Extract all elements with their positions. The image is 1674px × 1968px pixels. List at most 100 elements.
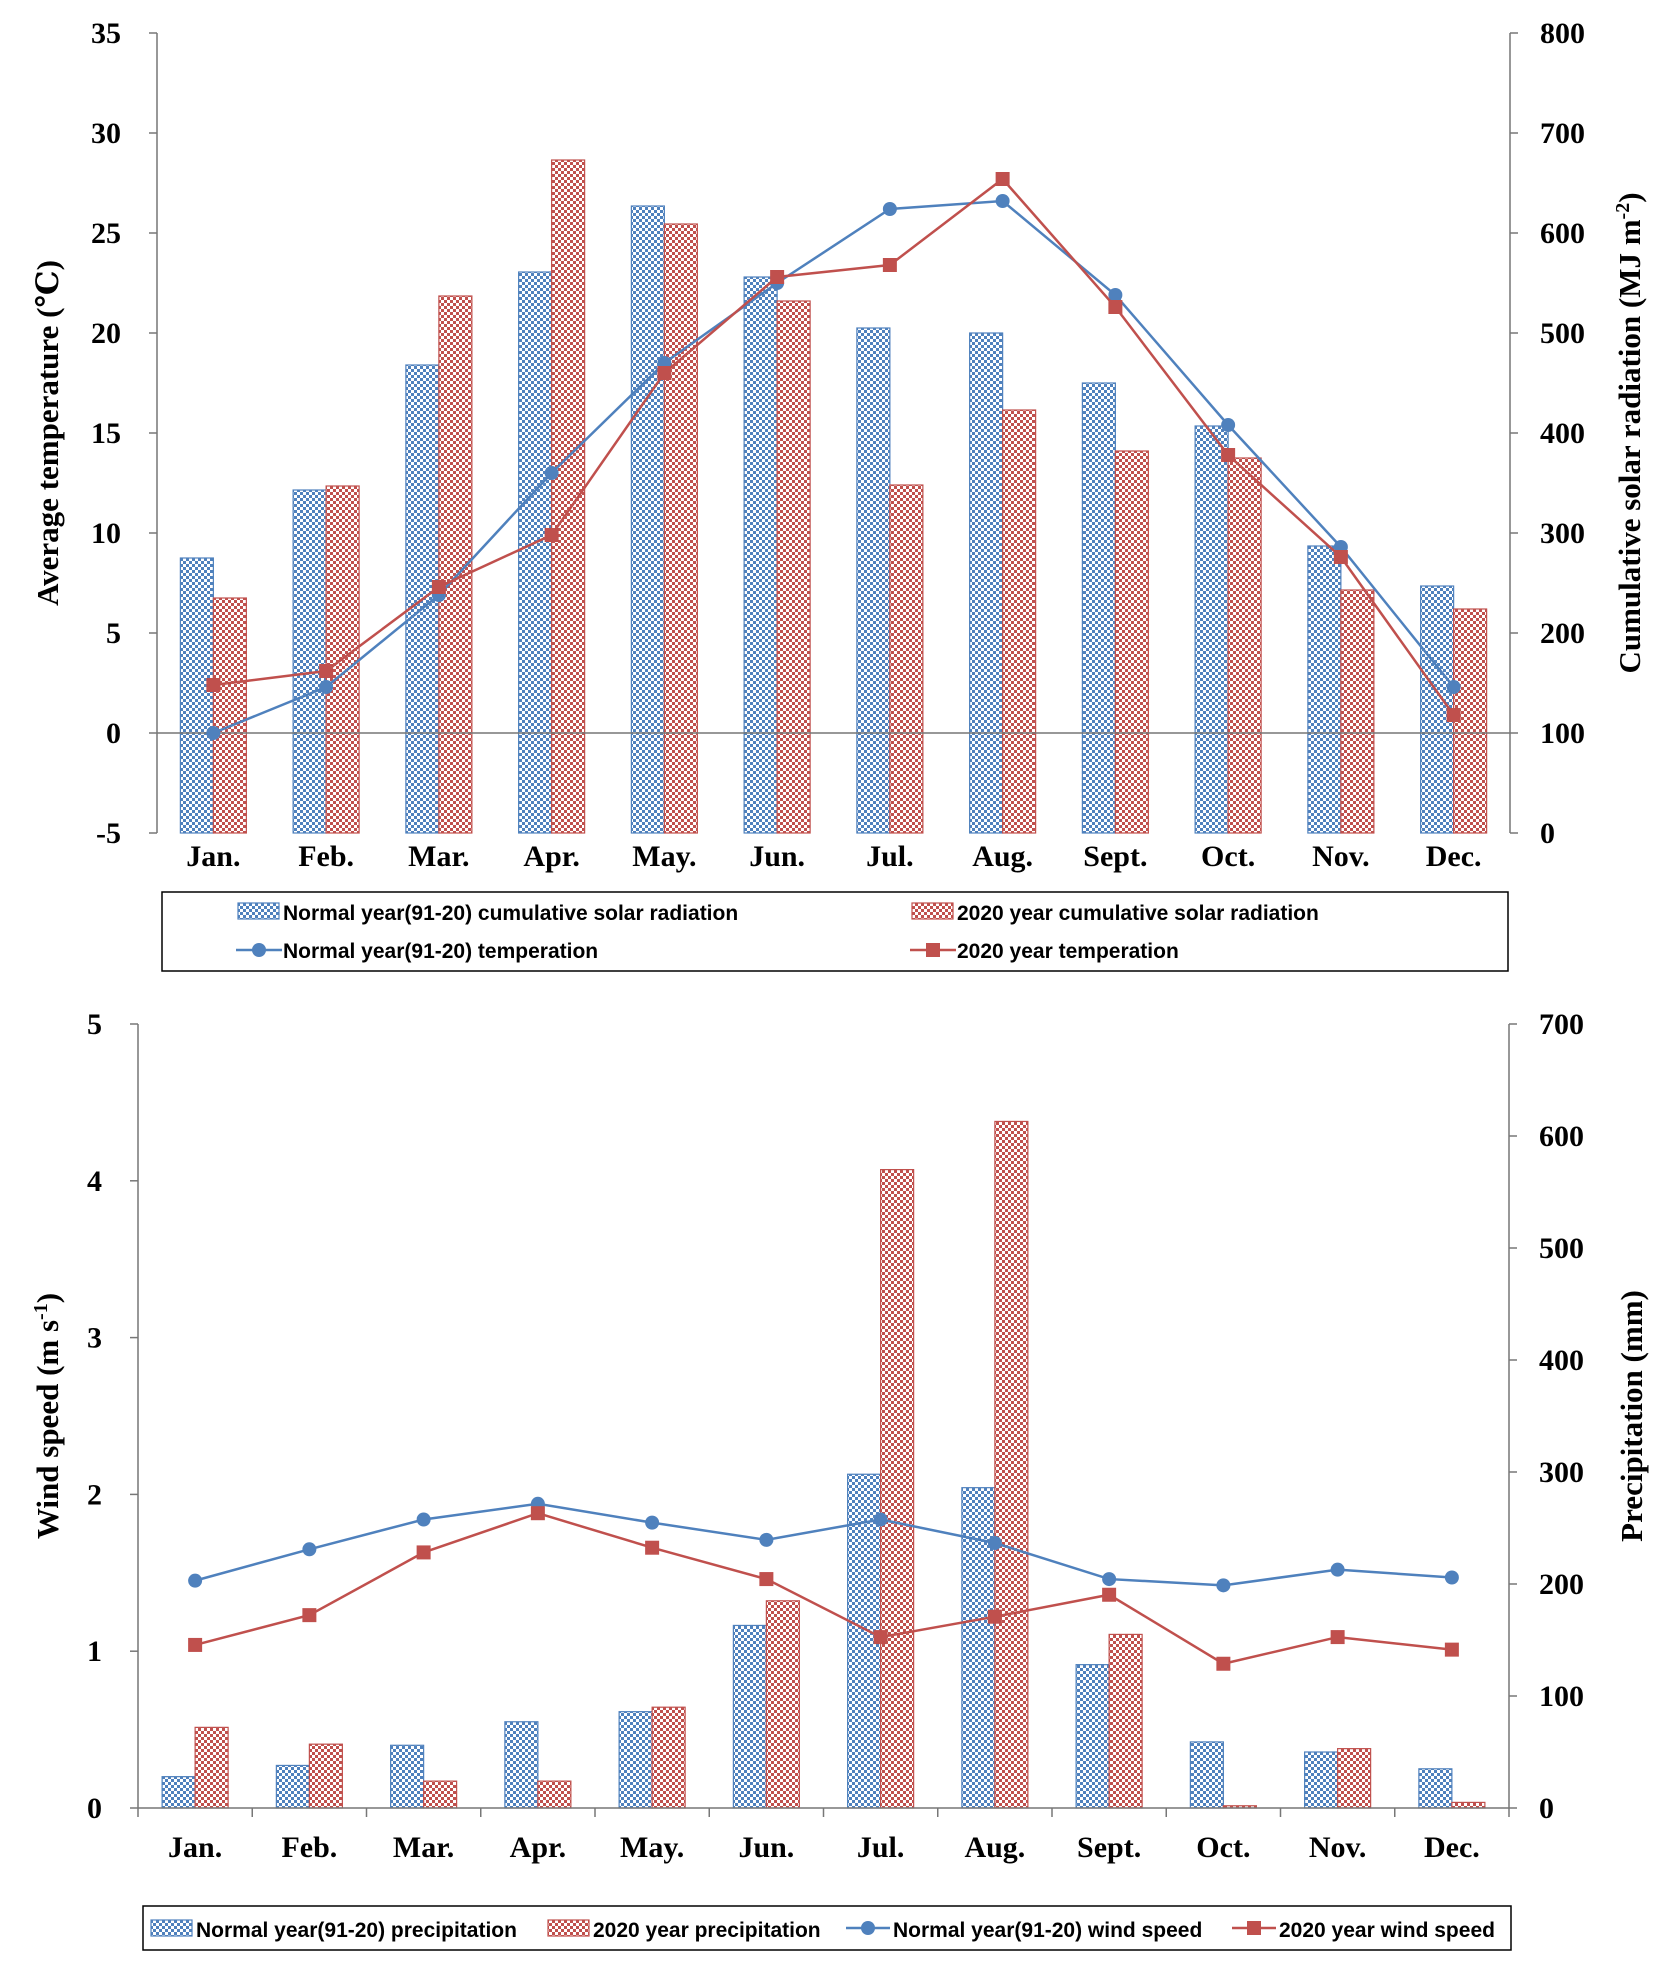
y2020-bar-6 <box>880 1168 915 1809</box>
normal-bar-1 <box>292 489 327 834</box>
svg-text:Normal year(91-20) precipitati: Normal year(91-20) precipitation <box>196 1919 517 1942</box>
normal-line-point-3 <box>544 466 559 480</box>
right-tick-label: 700 <box>1540 117 1585 150</box>
normal-bar-7 <box>969 332 1004 834</box>
y-axis-title-left: Average temperature (℃) <box>30 260 65 606</box>
y2020-bar-3 <box>537 1780 572 1809</box>
normal-bar-3 <box>518 271 553 834</box>
normal-line-point-9 <box>1221 418 1236 432</box>
category-label: Oct. <box>1201 840 1255 873</box>
right-tick-label: 600 <box>1539 1120 1584 1153</box>
normal-bar-9 <box>1189 1741 1224 1809</box>
category-label: Nov. <box>1312 840 1370 873</box>
y2020-bar-5 <box>776 300 811 834</box>
normal-line-point-9 <box>1216 1578 1231 1593</box>
category-label: Sept. <box>1077 1831 1141 1864</box>
y2020-line-point-8 <box>1102 1587 1117 1602</box>
y2020-bar-11 <box>1451 1801 1486 1809</box>
left-tick-label: 35 <box>91 17 121 50</box>
category-label: Aug. <box>964 1831 1025 1864</box>
y2020-line-point-5 <box>759 1572 774 1587</box>
left-tick-label: 5 <box>87 1008 102 1041</box>
normal-bar-9 <box>1194 425 1229 834</box>
y2020-line-point-11 <box>1446 708 1461 722</box>
right-tick-label: 0 <box>1540 817 1555 850</box>
right-tick-label: 200 <box>1539 1568 1584 1601</box>
y2020-bar-8 <box>1114 450 1149 834</box>
y2020-bar-10 <box>1340 589 1375 834</box>
right-tick-label: 100 <box>1539 1680 1584 1713</box>
normal-line-point-0 <box>188 1573 203 1588</box>
normal-bar-0 <box>161 1776 196 1809</box>
left-tick-label: 1 <box>87 1635 102 1668</box>
normal-line-point-5 <box>759 1532 774 1547</box>
y2020-bar-9 <box>1227 457 1262 834</box>
left-tick-label: 0 <box>87 1792 102 1825</box>
y2020-bar-8 <box>1108 1633 1143 1809</box>
legend-top: Normal year(91-20) cumulative solar radi… <box>161 891 1509 972</box>
y2020-line-point-0 <box>206 678 221 692</box>
right-tick-label: 400 <box>1539 1344 1584 1377</box>
normal-line-point-8 <box>1102 1572 1117 1587</box>
left-tick-label: 10 <box>91 517 121 550</box>
legend-item-normal-precip: Normal year(91-20) precipitation <box>150 1919 517 1942</box>
normal-bar-8 <box>1081 382 1116 834</box>
y2020-line-point-7 <box>987 1609 1002 1624</box>
category-label: Jun. <box>738 1831 794 1864</box>
right-tick-label: 500 <box>1539 1232 1584 1265</box>
category-label: May. <box>632 840 696 873</box>
y2020-line-point-3 <box>530 1506 545 1521</box>
y2020-line-point-2 <box>416 1545 431 1560</box>
svg-text:2020 year wind speed: 2020 year wind speed <box>1279 1919 1495 1942</box>
category-label: Jan. <box>168 1831 222 1864</box>
legend-item-normal-temp: Normal year(91-20) temperation <box>236 940 598 963</box>
category-label: Feb. <box>281 1831 337 1864</box>
y2020-line-point-9 <box>1216 1656 1231 1671</box>
normal-bar-8 <box>1075 1664 1110 1809</box>
normal-bar-10 <box>1304 1751 1339 1809</box>
right-tick-label: 200 <box>1540 617 1585 650</box>
normal-line-point-11 <box>1446 680 1461 694</box>
left-tick-label: 0 <box>106 717 121 750</box>
normal-bar-0 <box>179 557 214 834</box>
right-tick-label: 800 <box>1540 17 1585 50</box>
y2020-bar-1 <box>308 1743 343 1809</box>
category-label: Jun. <box>749 840 805 873</box>
normal-bar-6 <box>856 327 891 834</box>
normal-bar-6 <box>847 1473 882 1809</box>
normal-bar-5 <box>743 276 778 834</box>
legend-item-normal-wind: Normal year(91-20) wind speed <box>846 1919 1202 1942</box>
category-label: Dec. <box>1426 840 1482 873</box>
left-tick-label: 25 <box>91 217 121 250</box>
category-label: Mar. <box>393 1831 454 1864</box>
left-tick-label: 3 <box>87 1322 102 1355</box>
right-tick-label: 100 <box>1540 717 1585 750</box>
normal-line-point-2 <box>416 1512 431 1527</box>
normal-line-point-11 <box>1444 1570 1459 1585</box>
normal-line-point-6 <box>873 1512 888 1527</box>
y-axis-title-right: Precipitation (mm) <box>1614 1290 1649 1542</box>
legend-bottom: Normal year(91-20) precipitation 2020 ye… <box>142 1905 1512 1951</box>
y2020-line-point-6 <box>882 258 897 272</box>
normal-bar-4 <box>618 1711 653 1809</box>
y2020-line-point-9 <box>1221 448 1236 462</box>
category-label: Mar. <box>408 840 469 873</box>
y-axis-title-left: Wind speed (m s-1) <box>30 1293 65 1539</box>
category-label: Nov. <box>1309 1831 1367 1864</box>
right-tick-label: 300 <box>1539 1456 1584 1489</box>
left-tick-label: -5 <box>96 817 121 850</box>
category-label: Apr. <box>523 840 579 873</box>
y2020-bar-7 <box>1002 409 1037 834</box>
y2020-bar-6 <box>889 484 924 834</box>
normal-line-point-7 <box>995 194 1010 208</box>
left-tick-label: 15 <box>91 417 121 450</box>
svg-text:2020 year temperation: 2020 year temperation <box>957 940 1179 963</box>
category-label: May. <box>620 1831 684 1864</box>
category-label: Aug. <box>972 840 1033 873</box>
y2020-line-point-3 <box>544 528 559 542</box>
y2020-line-point-4 <box>645 1540 660 1555</box>
y2020-line-point-6 <box>873 1630 888 1645</box>
y2020-bar-7 <box>994 1120 1029 1809</box>
y2020-line <box>213 177 1455 716</box>
